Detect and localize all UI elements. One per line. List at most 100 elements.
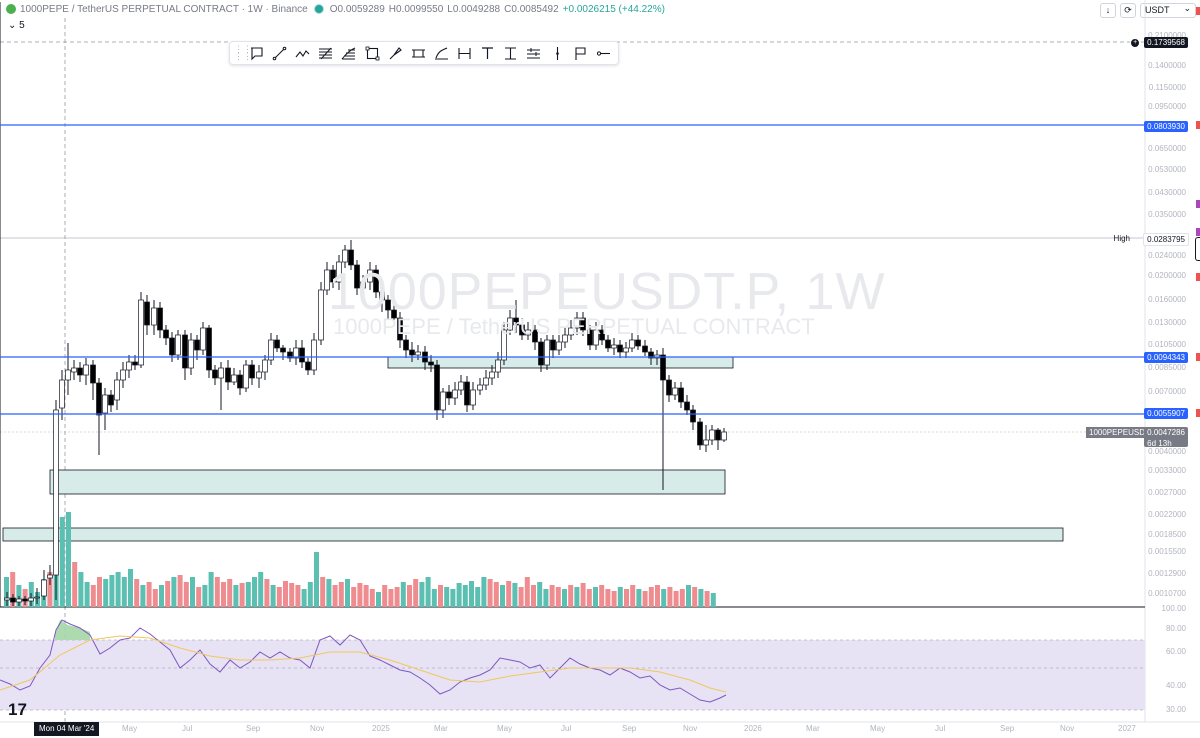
rsi-tick: 30.00 [1165,705,1186,714]
candle-body [280,347,286,353]
price-tick: 0.0430000 [1148,188,1186,197]
alert-marker[interactable] [1196,409,1200,417]
candle-body [10,597,16,603]
price-range-tool-icon[interactable] [502,45,519,62]
price-tick: 0.0105000 [1148,340,1186,349]
candle-body [428,361,434,366]
price-tick: 0.0070000 [1148,387,1186,396]
candle-body [532,329,538,343]
candle-body [373,269,379,293]
symbol-title[interactable]: 1000PEPE / TetherUS PERPETUAL CONTRACT ·… [20,3,308,15]
price-tick: 0.0085000 [1148,363,1186,372]
plus-icon[interactable]: + [1130,38,1141,48]
price-tick: 0.0650000 [1148,144,1186,153]
volume-bar [190,577,195,607]
price-tick: 0.0350000 [1148,210,1186,219]
rectangle-tool-icon[interactable] [364,45,381,62]
vertical-line-tool-icon[interactable] [549,45,566,62]
volume-bar [376,592,381,607]
indicators-toggle[interactable]: ⌄ 5 [8,20,25,31]
alert-marker[interactable] [1196,228,1200,236]
volume-bar [549,585,555,607]
rsi-tick: 80.00 [1165,624,1186,633]
alert-marker[interactable] [1196,121,1200,129]
time-tick: Jul [935,724,946,733]
volume-bar [301,589,307,607]
candle-body [660,354,666,381]
price-label-line3: 0.0055907 [1144,408,1188,419]
candle-body [194,339,200,351]
date-range-tool-icon[interactable] [456,45,473,62]
candle-body [293,347,299,359]
candle-body [243,364,249,389]
path-tool-icon[interactable] [294,45,311,62]
lower-demand-zone [2,527,1064,542]
volume-bar [283,581,288,607]
candle-body [648,351,654,359]
alert-marker[interactable] [1196,273,1200,281]
volume-bar [599,585,605,607]
candle-body [225,367,231,383]
volume-bar [66,512,71,607]
low-label: L [447,3,453,15]
candle-body [41,579,47,597]
horizontal-ray-tool-icon[interactable] [595,45,612,62]
volume-bar [78,572,84,607]
volume-bar [165,581,171,607]
volume-bar [258,572,264,607]
candle-body [71,367,77,373]
volume-bar [382,585,388,607]
flag-tool-icon[interactable] [572,45,589,62]
candle-body [513,317,519,326]
volume-bar [320,577,326,607]
volume-bar [611,591,617,607]
volume-bar [661,589,667,607]
volume-bar [493,582,499,607]
candle-body [16,598,22,603]
candle-body [114,379,120,401]
price-tick: 0.0530000 [1148,165,1186,174]
pitchfork-tool-icon[interactable] [317,45,334,62]
time-tick: Jul [561,724,572,733]
candle-body [440,391,446,411]
volume-bar [692,587,698,607]
drag-handle-icon[interactable]: ⋮⋮ ⋮⋮ [234,44,252,61]
candle-body [507,317,513,331]
refresh-icon[interactable]: ⟳ [1120,3,1136,18]
volume-bar [245,582,251,607]
text-tool-icon[interactable] [479,45,496,62]
high-marker-value: 0.0283795 [1147,235,1185,244]
volume-bar [177,575,183,607]
alert-marker[interactable] [1196,200,1200,208]
time-tick: Nov [310,724,325,733]
parallel-channel-tool-icon[interactable] [410,45,427,62]
trend-line-tool-icon[interactable] [271,45,288,62]
alert-marker[interactable] [1196,353,1200,361]
callout-tool-icon[interactable] [248,45,265,62]
volume-bar [326,579,332,607]
candle-body [120,369,126,381]
candle-body [188,339,194,369]
fib-tool-icon[interactable] [341,45,358,62]
candle-body [623,347,629,353]
tradingview-logo[interactable]: 17 [8,700,27,719]
volume-bar [655,585,660,607]
candle-body [132,361,138,366]
long-position-tool-icon[interactable] [526,45,543,62]
watermark-title: 1000PEPEUSDT.P, 1W [328,263,886,321]
alert-marker[interactable] [1196,7,1200,15]
price-top-value: 0.1739568 [1147,38,1185,47]
volume-bar [425,577,431,607]
currency-select[interactable]: USDT [1140,2,1196,18]
brush-tool-icon[interactable] [387,45,404,62]
arrow-down-icon[interactable]: ↓ [1100,3,1116,18]
volume-bar [357,583,363,607]
volume-bar [183,582,189,607]
curve-tool-icon[interactable] [433,45,450,62]
price-tick: 0.0200000 [1148,271,1186,280]
scroll-handle[interactable] [1195,237,1200,261]
candle-body [525,329,531,336]
candle-body [397,317,403,341]
